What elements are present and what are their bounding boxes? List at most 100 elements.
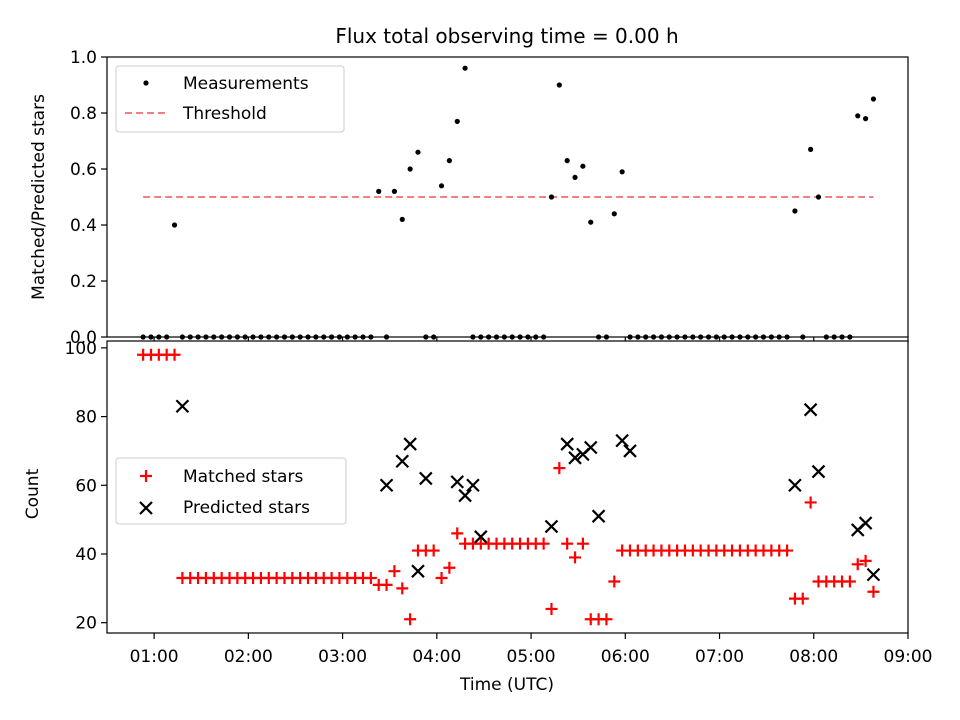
legend-matched-marker (140, 470, 152, 482)
legend-measurements-marker (143, 80, 149, 86)
top-legend-box (115, 65, 345, 133)
top-y-ticks: 0.0 0.2 0.4 0.6 0.8 1.0 (70, 48, 107, 348)
matched-star-point (545, 602, 558, 615)
predicted-star-point (458, 488, 472, 503)
x-tick-label: 08:00 (789, 647, 838, 667)
predicted-star-point (466, 478, 480, 493)
legend-threshold-label: Threshold (182, 104, 267, 124)
matched-star-point (451, 527, 464, 540)
top-legend: Measurements Threshold (115, 65, 345, 133)
chart-title: Flux total observing time = 0.00 h (335, 24, 678, 48)
matched-star-point (380, 578, 393, 591)
matched-star-point (427, 544, 440, 557)
predicted-star-point (395, 454, 410, 469)
matched-star-point (561, 537, 574, 550)
matched-star-point (796, 592, 809, 605)
matched-star-point (843, 575, 856, 588)
y-tick-label: 100 (65, 339, 97, 359)
matched-star-point (600, 613, 613, 626)
measurement-point (376, 188, 382, 194)
matched-star-point (569, 551, 582, 564)
x-tick-label: 09:00 (884, 647, 933, 667)
predicted-star-point (175, 399, 190, 414)
y-tick-label: 0.6 (70, 160, 97, 180)
matched-star-point (781, 544, 794, 557)
predicted-star-point (544, 519, 559, 534)
matched-star-point (608, 575, 621, 588)
x-tick-label: 05:00 (507, 647, 556, 667)
bottom-x-ticks: 01:00 02:00 03:00 04:00 05:00 06:00 07:00 08:00… (130, 633, 933, 667)
matched-star-point (364, 572, 377, 585)
predicted-star-point (866, 567, 881, 582)
bottom-legend-box (115, 457, 347, 525)
measurement-point (454, 118, 460, 124)
legend-measurements-label: Measurements (183, 74, 309, 94)
predicted-star-point (560, 437, 574, 451)
x-tick-label: 07:00 (695, 647, 744, 667)
predicted-star-point (450, 475, 465, 489)
measurement-point (870, 96, 877, 102)
matched-star-point (851, 558, 864, 571)
matched-star-point (404, 613, 417, 626)
y-tick-label: 0.0 (70, 328, 97, 348)
measurement-point (391, 188, 398, 194)
y-tick-label: 0.8 (70, 104, 97, 124)
legend-predicted-label: Predicted stars (183, 498, 310, 518)
x-tick-label: 02:00 (224, 647, 273, 667)
measurement-point (399, 216, 405, 222)
measurement-point (855, 113, 861, 119)
predicted-star-point (811, 464, 826, 479)
measurement-point (808, 146, 814, 152)
matched-star-point (396, 582, 409, 595)
measurement-point (548, 194, 555, 200)
matched-star-point (804, 496, 817, 509)
measurement-point (580, 163, 586, 169)
bottom-panel: 20 40 60 80 100 01:00 02:00 03:00 04:00 05:00 06:… (23, 339, 933, 695)
y-tick-label: 40 (75, 545, 97, 565)
predicted-star-point (858, 516, 873, 530)
measurement-point (611, 211, 617, 217)
matched-star-point (576, 537, 589, 550)
top-axes-frame (106, 56, 909, 338)
predicted-star-point (379, 478, 394, 493)
measurement-point (815, 194, 822, 200)
matched-star-point (443, 561, 456, 574)
y-tick-label: 0.4 (70, 216, 97, 236)
predicted-star-point (403, 437, 417, 451)
x-tick-label: 01:00 (130, 647, 179, 667)
measurement-point (415, 149, 421, 155)
measurement-point (171, 222, 178, 228)
measurement-point (792, 208, 798, 214)
matched-star-point (537, 537, 550, 550)
measurement-point (564, 158, 570, 164)
y-tick-label: 80 (75, 408, 97, 428)
measurement-point (619, 169, 625, 175)
y-tick-label: 1.0 (70, 48, 97, 68)
x-tick-label: 03:00 (318, 647, 367, 667)
bottom-y-axis-label: Count (23, 468, 43, 519)
x-tick-label: 06:00 (601, 647, 650, 667)
x-tick-label: 04:00 (412, 647, 461, 667)
predicted-star-point (803, 402, 818, 417)
predicted-star-point (419, 471, 433, 486)
y-tick-label: 60 (75, 476, 97, 496)
measurement-point (407, 166, 413, 172)
matched-star-point (867, 585, 880, 598)
bottom-marks (137, 348, 881, 626)
predicted-star-point (623, 444, 637, 458)
measurement-point (588, 219, 594, 225)
predicted-star-point (583, 440, 598, 455)
predicted-star-point (411, 564, 425, 578)
measurement-point (462, 65, 468, 71)
matched-star-point (859, 554, 872, 567)
predicted-star-point (591, 509, 606, 523)
legend-predicted-marker (139, 501, 153, 515)
measurement-point (572, 174, 578, 180)
legend-matched-label: Matched stars (183, 467, 303, 487)
top-y-axis-label: Matched/Predicted stars (29, 94, 49, 300)
x-axis-label: Time (UTC) (459, 675, 554, 695)
predicted-star-point (568, 451, 582, 465)
predicted-star-point (615, 433, 629, 448)
predicted-star-point (474, 530, 488, 544)
